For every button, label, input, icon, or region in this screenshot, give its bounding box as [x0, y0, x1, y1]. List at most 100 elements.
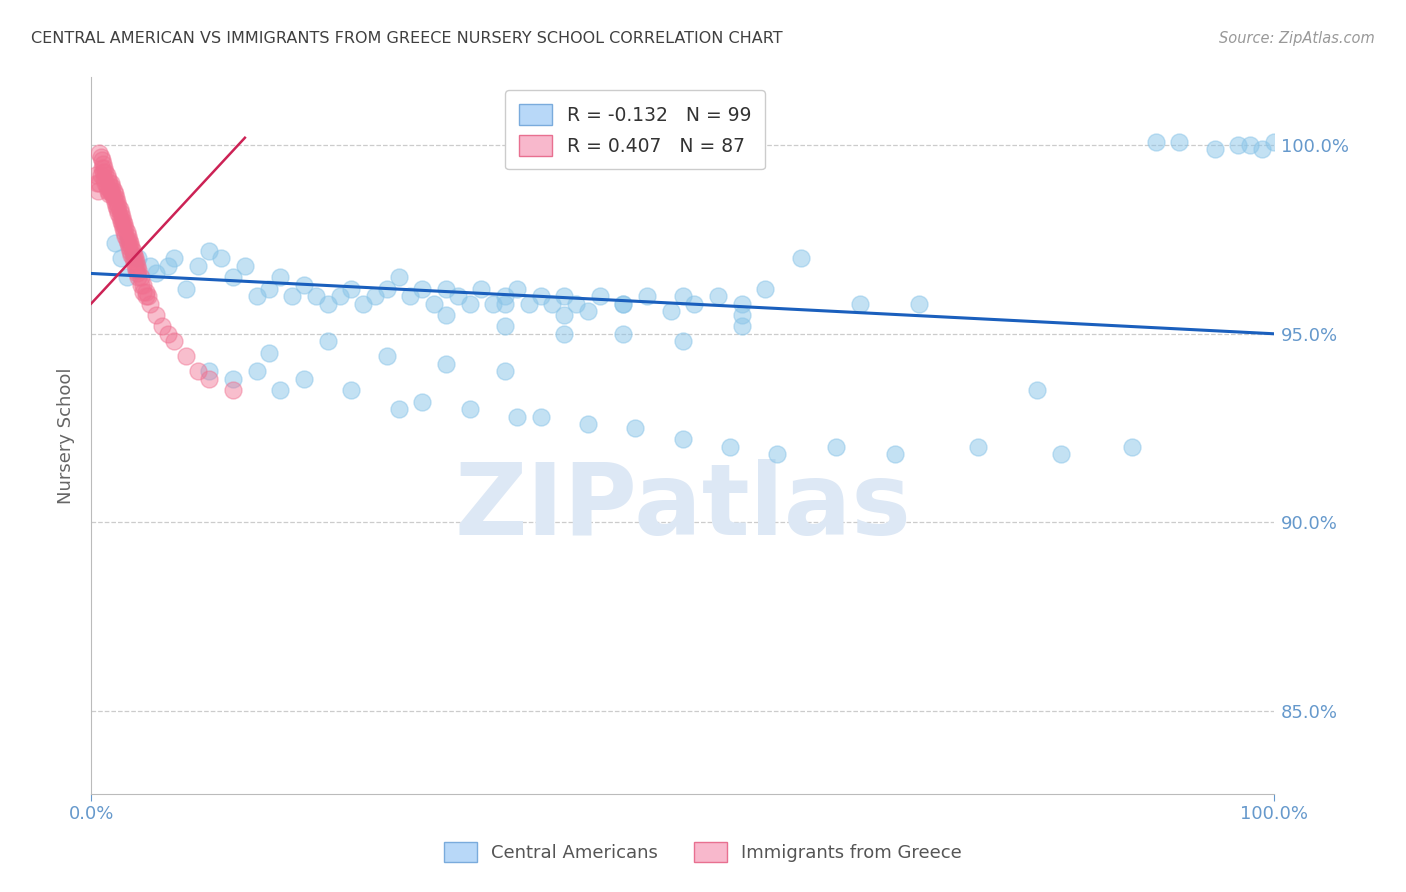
Point	[198, 372, 221, 386]
Point	[112, 218, 135, 232]
Point	[1144, 135, 1167, 149]
Point	[1263, 135, 1285, 149]
Point	[388, 270, 411, 285]
Point	[612, 296, 634, 310]
Point	[222, 270, 245, 285]
Point	[104, 199, 127, 213]
Point	[107, 206, 129, 220]
Point	[222, 372, 245, 386]
Point	[434, 308, 457, 322]
Point	[101, 179, 124, 194]
Point	[730, 319, 752, 334]
Point	[1204, 142, 1226, 156]
Point	[506, 281, 529, 295]
Point	[87, 184, 110, 198]
Point	[257, 281, 280, 295]
Point	[93, 161, 115, 175]
Point	[84, 169, 107, 183]
Point	[849, 296, 872, 310]
Point	[494, 296, 516, 310]
Point	[98, 184, 121, 198]
Point	[139, 259, 162, 273]
Point	[1227, 138, 1250, 153]
Point	[111, 218, 134, 232]
Point	[135, 285, 157, 300]
Point	[127, 252, 149, 266]
Point	[105, 202, 128, 217]
Point	[97, 176, 120, 190]
Point	[104, 191, 127, 205]
Point	[136, 289, 159, 303]
Point	[576, 417, 599, 432]
Point	[718, 440, 741, 454]
Point	[96, 169, 118, 183]
Point	[115, 225, 138, 239]
Point	[89, 176, 111, 190]
Point	[529, 409, 551, 424]
Point	[125, 262, 148, 277]
Point	[110, 206, 132, 220]
Point	[364, 289, 387, 303]
Point	[375, 281, 398, 295]
Point	[1239, 138, 1261, 153]
Point	[411, 281, 433, 295]
Point	[90, 169, 112, 183]
Point	[89, 145, 111, 160]
Point	[730, 308, 752, 322]
Point	[470, 281, 492, 295]
Point	[494, 289, 516, 303]
Point	[1251, 142, 1274, 156]
Point	[825, 440, 848, 454]
Point	[553, 326, 575, 341]
Legend: R = -0.132   N = 99, R = 0.407   N = 87: R = -0.132 N = 99, R = 0.407 N = 87	[505, 90, 765, 169]
Point	[118, 233, 141, 247]
Point	[103, 184, 125, 198]
Point	[352, 296, 374, 310]
Point	[120, 240, 142, 254]
Point	[112, 221, 135, 235]
Text: ZIPatlas: ZIPatlas	[454, 458, 911, 556]
Point	[104, 236, 127, 251]
Point	[1168, 135, 1191, 149]
Point	[97, 172, 120, 186]
Point	[157, 326, 180, 341]
Point	[90, 150, 112, 164]
Point	[434, 357, 457, 371]
Point	[458, 402, 481, 417]
Point	[222, 384, 245, 398]
Point	[305, 289, 328, 303]
Point	[1050, 447, 1073, 461]
Point	[198, 364, 221, 378]
Point	[1026, 384, 1049, 398]
Point	[104, 194, 127, 209]
Point	[163, 252, 186, 266]
Point	[94, 164, 117, 178]
Point	[246, 289, 269, 303]
Point	[112, 225, 135, 239]
Point	[624, 421, 647, 435]
Point	[120, 244, 142, 258]
Point	[494, 364, 516, 378]
Point	[553, 289, 575, 303]
Point	[97, 184, 120, 198]
Point	[388, 402, 411, 417]
Point	[122, 255, 145, 269]
Point	[328, 289, 350, 303]
Point	[340, 384, 363, 398]
Point	[100, 176, 122, 190]
Point	[506, 409, 529, 424]
Point	[316, 334, 339, 349]
Point	[399, 289, 422, 303]
Point	[292, 372, 315, 386]
Point	[108, 202, 131, 217]
Point	[411, 394, 433, 409]
Point	[375, 350, 398, 364]
Point	[93, 172, 115, 186]
Point	[96, 179, 118, 194]
Point	[97, 187, 120, 202]
Point	[198, 244, 221, 258]
Point	[636, 289, 658, 303]
Point	[157, 259, 180, 273]
Point	[129, 277, 152, 292]
Point	[104, 187, 127, 202]
